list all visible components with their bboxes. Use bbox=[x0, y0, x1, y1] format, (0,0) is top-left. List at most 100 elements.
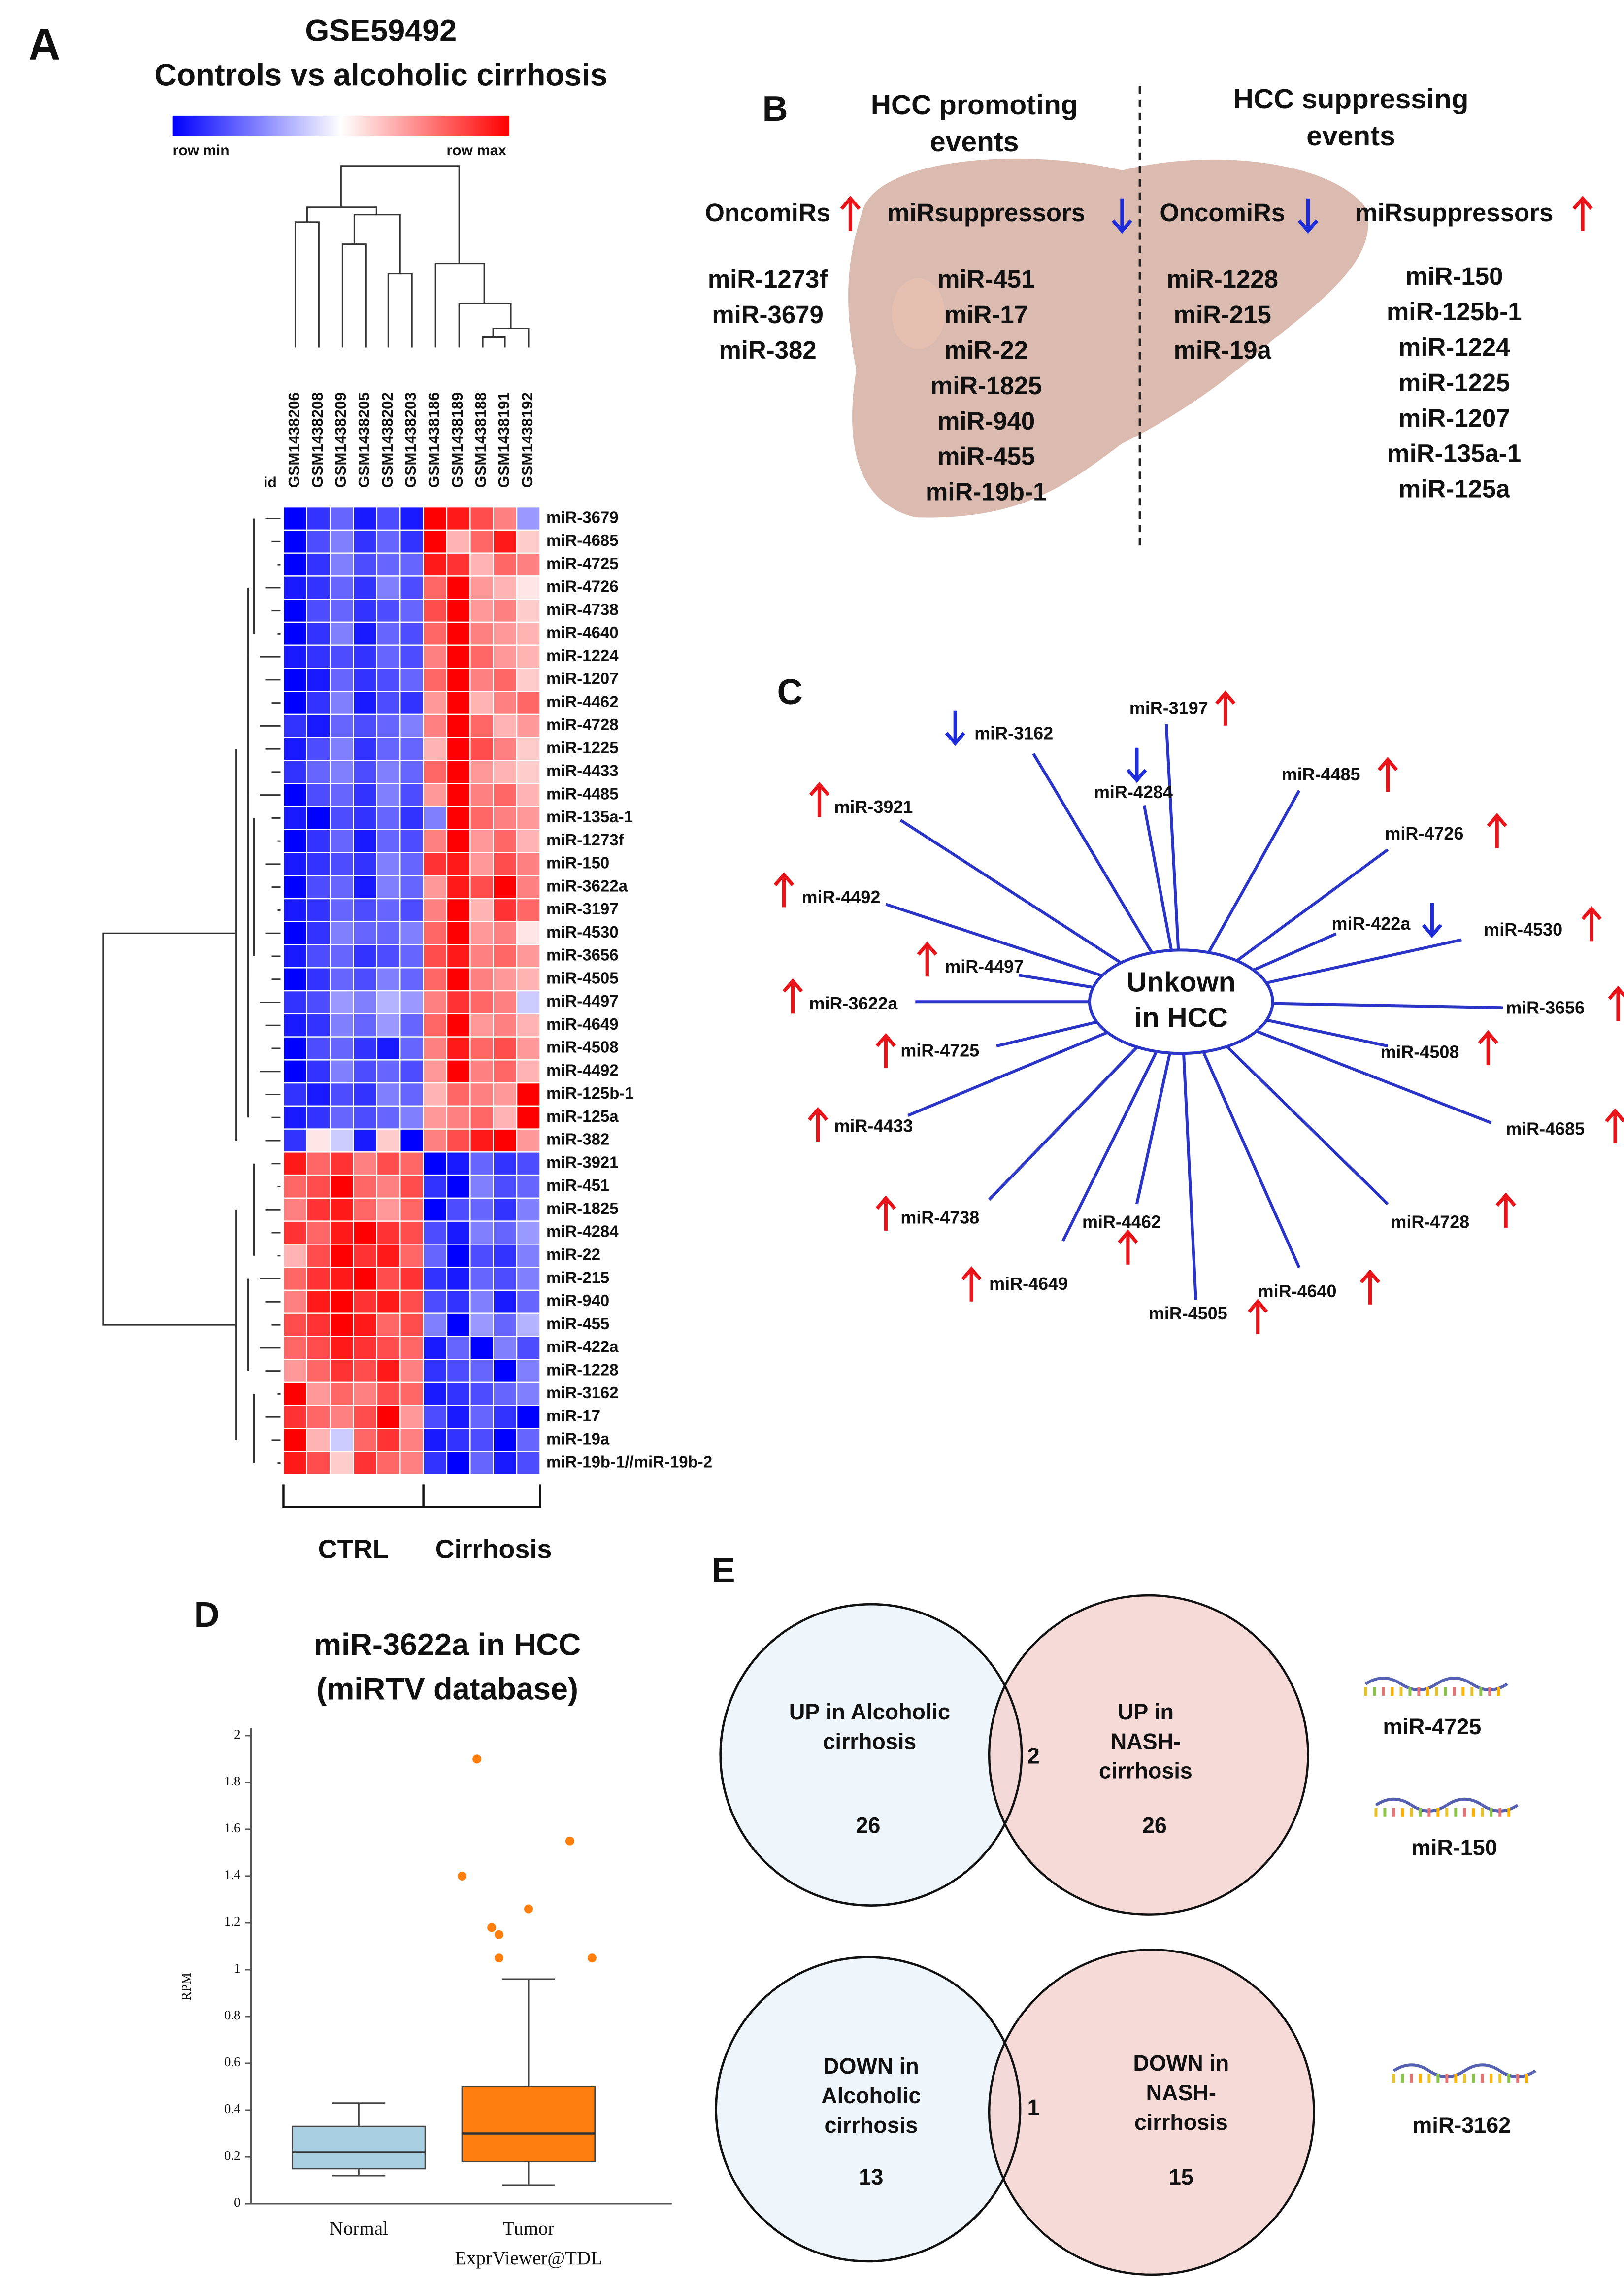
dendrogram-branch bbox=[458, 303, 512, 348]
heatmap-cell bbox=[306, 737, 331, 761]
heatmap-cell bbox=[353, 1036, 378, 1061]
heatmap-cell bbox=[376, 1266, 401, 1291]
mirna-label: miR-150 bbox=[1411, 1835, 1497, 1860]
heatmap-cell bbox=[423, 506, 448, 531]
heatmap-cell bbox=[493, 852, 518, 876]
outlier bbox=[495, 1930, 504, 1939]
node-label: miR-4462 bbox=[1082, 1211, 1161, 1232]
panel-letter: A bbox=[28, 20, 60, 69]
heatmap-cell bbox=[306, 1059, 331, 1084]
heatmap-cell bbox=[353, 668, 378, 692]
heatmap-cell bbox=[306, 529, 331, 554]
heatmap-cell bbox=[516, 1312, 541, 1337]
column-header: id bbox=[264, 474, 277, 491]
row-label: miR-940 bbox=[546, 1291, 609, 1310]
heatmap-cell bbox=[423, 921, 448, 945]
node-label: miR-3197 bbox=[1129, 698, 1208, 718]
heatmap-cell bbox=[493, 1405, 518, 1429]
heatmap-title: GSE59492 bbox=[305, 14, 457, 48]
heatmap-cell bbox=[446, 875, 471, 900]
y-tick-label: 0.6 bbox=[224, 2054, 241, 2069]
heatmap-cell bbox=[423, 1289, 448, 1314]
row-label: miR-19a bbox=[546, 1430, 610, 1448]
heatmap-cell bbox=[493, 760, 518, 784]
heatmap-cell bbox=[376, 1174, 401, 1199]
heatmap-cell bbox=[376, 898, 401, 923]
heatmap-cell bbox=[493, 1381, 518, 1406]
direction-arrow bbox=[782, 978, 803, 1014]
rna-strand bbox=[1375, 1797, 1519, 1813]
heatmap-cell bbox=[306, 668, 331, 692]
heatmap-cell bbox=[493, 921, 518, 945]
row-label: miR-4284 bbox=[546, 1222, 619, 1241]
network-edge bbox=[1164, 724, 1180, 950]
heatmap-cell bbox=[399, 1105, 424, 1130]
heatmap-cell bbox=[306, 1428, 331, 1452]
heatmap-cell bbox=[329, 1244, 354, 1268]
heatmap-cell bbox=[423, 1105, 448, 1130]
panel-letter: D bbox=[194, 1595, 220, 1635]
y-tick-label: 2 bbox=[234, 1727, 240, 1742]
heatmap-cell bbox=[469, 967, 494, 992]
heatmap-cell bbox=[493, 1244, 518, 1268]
heatmap-cell bbox=[516, 1220, 541, 1245]
outlier bbox=[495, 1953, 504, 1963]
row-label: miR-4728 bbox=[546, 715, 619, 734]
heatmap-cell bbox=[446, 529, 471, 554]
heatmap-cell bbox=[423, 668, 448, 692]
node-label: miR-3921 bbox=[834, 797, 913, 817]
heatmap-cell bbox=[516, 1174, 541, 1199]
heatmap-cell bbox=[516, 1359, 541, 1383]
outlier bbox=[587, 1953, 597, 1963]
heatmap-cell bbox=[446, 1105, 471, 1130]
heatmap-cell bbox=[376, 852, 401, 876]
heatmap-cell bbox=[399, 967, 424, 992]
mirna-label: miR-4725 bbox=[1383, 1714, 1481, 1739]
heatmap-cell bbox=[423, 1359, 448, 1383]
row-label: miR-3921 bbox=[546, 1153, 619, 1171]
heatmap-cell bbox=[399, 1244, 424, 1268]
heatmap-cell bbox=[376, 1151, 401, 1176]
node-label: miR-4433 bbox=[834, 1116, 913, 1136]
venn-set-label: UP in Alcoholic bbox=[789, 1699, 950, 1724]
heatmap-cell bbox=[423, 1220, 448, 1245]
heatmap-cell bbox=[423, 621, 448, 646]
heatmap-cell bbox=[376, 1312, 401, 1337]
heatmap-cell bbox=[446, 506, 471, 531]
mirna-item: miR-1273f bbox=[708, 265, 829, 293]
heatmap-cell bbox=[516, 898, 541, 923]
column-label: GSM1438205 bbox=[356, 392, 373, 488]
heatmap-cell bbox=[516, 875, 541, 900]
heatmap-cell bbox=[329, 1059, 354, 1084]
heatmap-cell bbox=[446, 1405, 471, 1429]
chart-title: (miRTV database) bbox=[316, 1672, 578, 1707]
network-edge bbox=[1236, 848, 1389, 962]
direction-arrow bbox=[1118, 1229, 1138, 1265]
heatmap-cell bbox=[329, 506, 354, 531]
heatmap-cell bbox=[306, 944, 331, 969]
heatmap-cell bbox=[399, 552, 424, 577]
heatmap-cell bbox=[283, 944, 308, 969]
venn-set-label: cirrhosis bbox=[1134, 2110, 1228, 2135]
heatmap-cell bbox=[516, 713, 541, 738]
heatmap-cell bbox=[283, 875, 308, 900]
heatmap-cell bbox=[516, 944, 541, 969]
heatmap-cell bbox=[399, 1312, 424, 1337]
heatmap-cell bbox=[446, 1336, 471, 1360]
heatmap-cell bbox=[329, 713, 354, 738]
row-label: miR-3622a bbox=[546, 876, 628, 895]
mirna-item: miR-1228 bbox=[1166, 265, 1278, 293]
heatmap-cell bbox=[329, 967, 354, 992]
heatmap-cell bbox=[423, 599, 448, 623]
outlier bbox=[524, 1904, 533, 1914]
heatmap-cell bbox=[493, 575, 518, 600]
heatmap-cell bbox=[399, 990, 424, 1015]
node-label: miR-4497 bbox=[945, 956, 1024, 976]
heatmap-cell bbox=[376, 1013, 401, 1038]
heatmap-cell bbox=[353, 1151, 378, 1176]
heatmap-cell bbox=[493, 1428, 518, 1452]
row-label: miR-215 bbox=[546, 1268, 609, 1286]
heatmap-cell bbox=[446, 783, 471, 807]
heatmap-cell bbox=[329, 1428, 354, 1452]
heatmap-cell bbox=[493, 829, 518, 853]
